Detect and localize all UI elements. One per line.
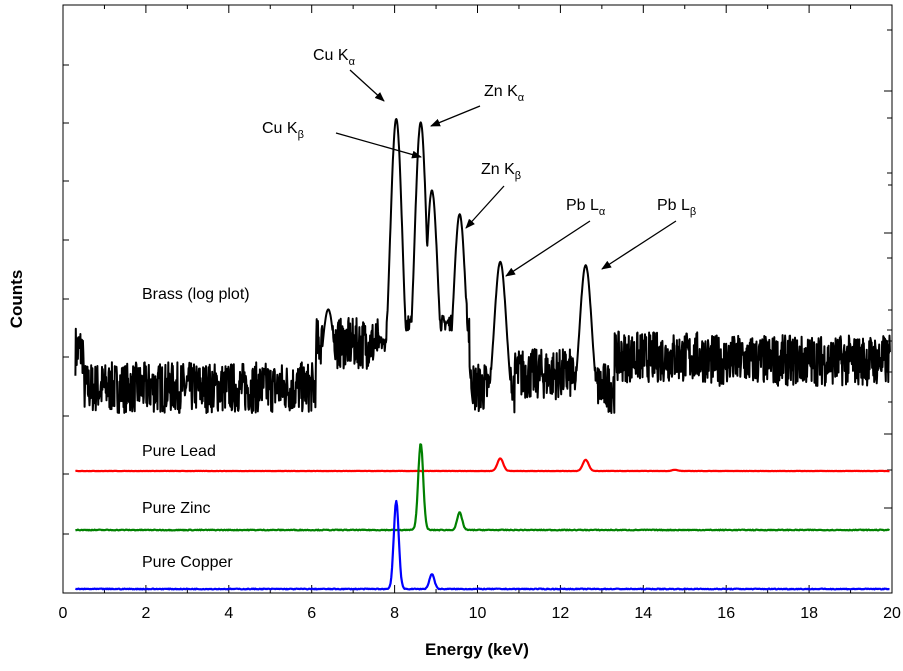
peak-annotation-subscript: β	[690, 206, 696, 218]
x-tick-label: 10	[469, 605, 487, 622]
peak-annotation-label: Cu K	[313, 47, 349, 64]
series-label: Pure Lead	[142, 443, 216, 460]
x-tick-label: 18	[800, 605, 818, 622]
series-labels: Brass (log plot) Pure Lead Pure Zinc Pure C…	[142, 286, 250, 571]
x-tick-label: 2	[141, 605, 150, 622]
x-axis-title: Energy (keV)	[425, 640, 529, 659]
spectrum-lines	[74, 118, 891, 591]
peak-annotation: Zn Kα	[484, 83, 525, 104]
spectrum-line-1	[75, 457, 890, 473]
spectrum-line-2	[75, 443, 890, 532]
peak-annotation-label: Pb L	[657, 197, 690, 214]
annotation-arrow	[465, 185, 505, 229]
annotation-arrow	[430, 105, 481, 127]
peak-annotation-subscript: β	[515, 170, 521, 182]
x-tick-label: 12	[552, 605, 570, 622]
x-tick-label: 8	[390, 605, 399, 622]
x-tick-label: 20	[883, 605, 901, 622]
x-tick-labels: 0 2 4 6 8 10 12 14 16 18 20	[59, 605, 901, 622]
y-axis-title: Counts	[7, 270, 26, 329]
peak-annotation: Cu Kβ	[262, 120, 304, 141]
x-tick-label: 4	[224, 605, 233, 622]
spectrum-line-0	[74, 118, 891, 414]
x-tick-label: 6	[307, 605, 316, 622]
peak-annotation-label: Cu K	[262, 120, 298, 137]
spectrum-line-3	[74, 499, 890, 591]
peak-annotation-subscript: α	[349, 56, 356, 68]
annotation-arrow	[505, 220, 591, 277]
series-label: Pure Copper	[142, 554, 233, 571]
peak-annotation: Zn Kβ	[481, 161, 521, 182]
peak-annotation: Cu Kα	[313, 47, 356, 68]
peak-annotation: Pb Lα	[566, 197, 606, 218]
peak-annotation-label: Zn K	[484, 83, 518, 100]
peak-annotation-label: Zn K	[481, 161, 515, 178]
peak-annotation-subscript: α	[599, 206, 606, 218]
series-label: Pure Zinc	[142, 500, 210, 517]
annotation-arrow	[601, 220, 677, 270]
peak-annotation: Pb Lβ	[657, 197, 696, 218]
peak-annotation-subscript: α	[518, 92, 525, 104]
annotation-arrow	[349, 69, 385, 102]
x-tick-label: 0	[59, 605, 68, 622]
x-tick-label: 16	[717, 605, 735, 622]
peak-annotation-label: Pb L	[566, 197, 599, 214]
series-label: Brass (log plot)	[142, 286, 250, 303]
annotation-arrow	[335, 132, 422, 159]
peak-annotation-subscript: β	[298, 129, 304, 141]
x-tick-label: 14	[634, 605, 652, 622]
